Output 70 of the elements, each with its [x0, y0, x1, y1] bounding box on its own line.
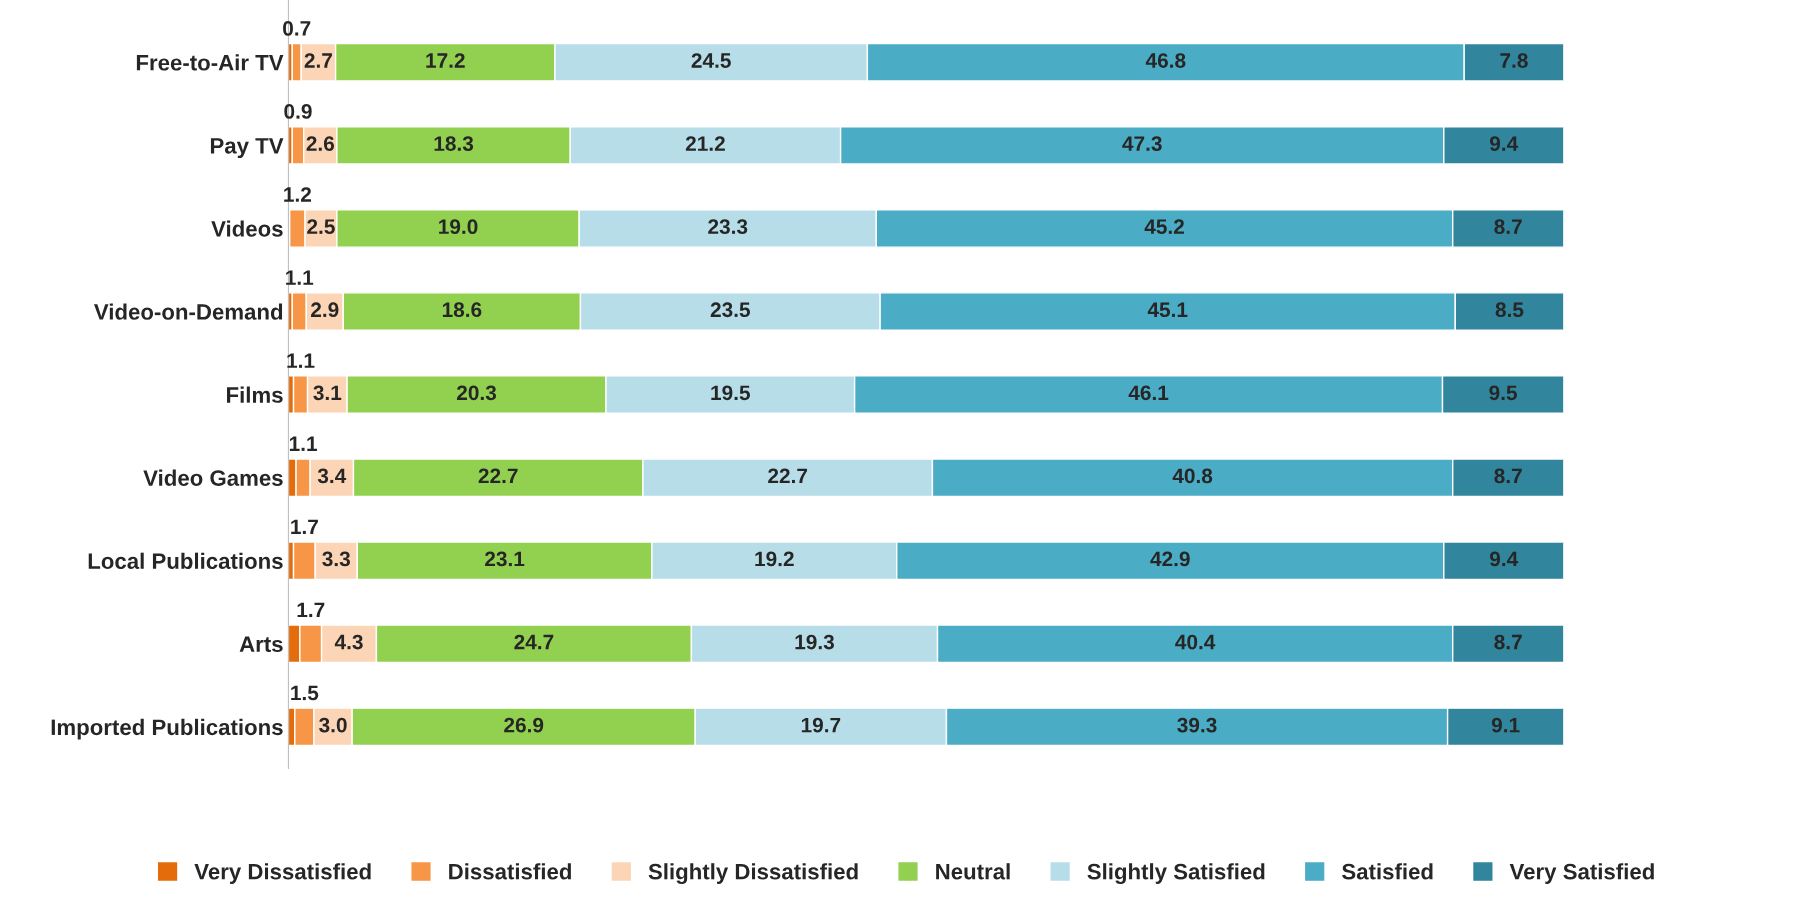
y-tick-label: Pay TV: [210, 138, 284, 159]
data-label: 9.5: [1489, 385, 1517, 401]
data-label: 1.1: [289, 436, 317, 451]
data-label: 0.7: [283, 21, 311, 36]
data-label: 47.3: [1122, 136, 1162, 151]
data-label: 3.4: [317, 468, 347, 484]
data-label: 8.5: [1495, 302, 1524, 318]
data-label: 18.6: [442, 302, 482, 318]
y-tick-label: Arts: [239, 636, 283, 653]
y-tick-label: Films: [227, 386, 283, 403]
data-label: 1.7: [291, 519, 318, 534]
data-label: 3.0: [319, 717, 347, 733]
y-tick-label: Video Games: [143, 469, 283, 486]
data-label: 7.8: [1500, 53, 1528, 68]
data-label: 21.2: [685, 136, 725, 151]
data-label: 9.1: [1491, 717, 1520, 733]
data-label: 23.1: [485, 551, 525, 567]
data-label: 1.1: [287, 353, 315, 368]
data-label: 20.3: [456, 385, 497, 401]
data-label: 8.7: [1494, 468, 1522, 484]
data-label: 23.3: [708, 219, 748, 235]
data-label: 26.9: [504, 717, 544, 733]
data-label: 19.0: [439, 219, 478, 235]
y-tick-label: Local Publications: [88, 552, 283, 569]
y-tick-label: Videos: [211, 220, 283, 237]
data-label: 45.1: [1147, 302, 1188, 318]
data-label: 9.4: [1489, 551, 1519, 567]
data-label: 3.3: [322, 551, 350, 567]
y-tick-label: Imported Publications: [51, 718, 283, 740]
data-label: 45.2: [1144, 219, 1184, 235]
data-label: 18.3: [434, 136, 474, 151]
data-label: 19.7: [801, 717, 841, 733]
data-label: 8.7: [1494, 219, 1522, 235]
data-label: 23.5: [710, 302, 750, 318]
data-label: 9.4: [1489, 136, 1519, 151]
data-label: 39.3: [1177, 717, 1217, 733]
data-label: 42.9: [1150, 551, 1190, 567]
data-label: 40.4: [1175, 634, 1216, 650]
data-label: 1.1: [286, 270, 314, 285]
legend-label: Slightly Satisfied: [1087, 863, 1265, 884]
data-label: 2.5: [307, 219, 335, 235]
data-label: 19.3: [795, 634, 834, 650]
data-label: 4.3: [334, 634, 363, 650]
data-label: 22.7: [768, 468, 808, 484]
data-label: 22.7: [478, 468, 518, 484]
data-label: 46.1: [1128, 385, 1169, 401]
data-label: 17.2: [426, 53, 465, 68]
data-label: 2.7: [304, 53, 332, 68]
legend-label: Very Satisfied: [1509, 863, 1654, 884]
data-label: 40.8: [1172, 468, 1213, 484]
data-label: 3.1: [313, 385, 342, 401]
data-label: 46.8: [1145, 53, 1186, 68]
data-label: 24.7: [514, 634, 554, 650]
data-label: 0.9: [284, 104, 312, 119]
data-label: 1.5: [291, 685, 319, 701]
data-label: 1.7: [297, 602, 325, 618]
legend-label: Very Dissatisfied: [194, 863, 371, 884]
data-label: 8.7: [1494, 634, 1522, 650]
data-label: 19.2: [755, 551, 794, 567]
legend-label: Satisfied: [1342, 863, 1433, 880]
y-tick-label: Free-to-Air TV: [136, 54, 284, 71]
data-label: 1.2: [284, 187, 311, 202]
legend-label: Neutral: [936, 863, 1010, 880]
data-label: 2.6: [306, 136, 335, 151]
y-tick-label: Video-on-Demand: [93, 303, 283, 320]
legend-label: Slightly Dissatisfied: [648, 863, 858, 884]
data-label: 2.9: [311, 302, 339, 318]
data-label: 24.5: [691, 53, 731, 68]
data-label: 19.5: [711, 385, 750, 401]
legend-label: Dissatisfied: [449, 863, 571, 880]
